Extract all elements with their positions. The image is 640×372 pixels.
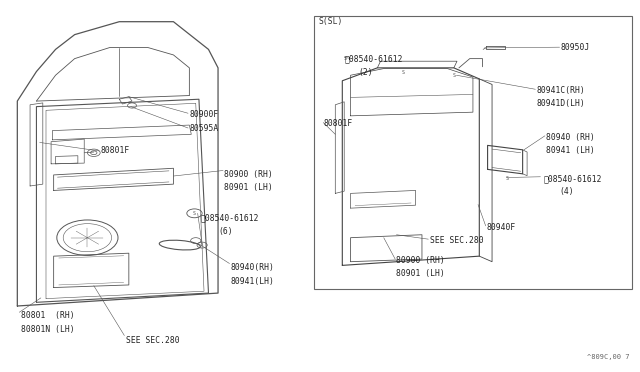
Text: S(SL): S(SL) <box>318 17 342 26</box>
Text: 80940(RH): 80940(RH) <box>231 263 275 272</box>
Text: Ⓢ08540-61612: Ⓢ08540-61612 <box>344 54 403 63</box>
Text: 80900 (RH): 80900 (RH) <box>396 256 445 265</box>
Text: S: S <box>401 70 404 75</box>
Text: 80901 (LH): 80901 (LH) <box>396 269 445 278</box>
Text: S: S <box>452 73 455 78</box>
Text: 80801F: 80801F <box>323 119 353 128</box>
Text: 80941(LH): 80941(LH) <box>231 277 275 286</box>
Text: S: S <box>201 243 204 247</box>
Text: S: S <box>344 56 346 61</box>
Text: 80900F: 80900F <box>189 109 219 119</box>
Text: (2): (2) <box>358 68 373 77</box>
Text: 80941C(RH): 80941C(RH) <box>537 86 586 94</box>
Text: SEE SEC.280: SEE SEC.280 <box>125 336 179 345</box>
Bar <box>314 16 632 289</box>
Text: S: S <box>505 176 508 181</box>
Text: 80901 (LH): 80901 (LH) <box>225 183 273 192</box>
Text: 80801  (RH): 80801 (RH) <box>20 311 74 320</box>
Text: 80801F: 80801F <box>100 147 129 155</box>
Text: Ⓢ08540-61612: Ⓢ08540-61612 <box>543 174 602 183</box>
Text: 80950J: 80950J <box>561 43 590 52</box>
Text: 80595A: 80595A <box>189 124 219 133</box>
Text: 80941 (LH): 80941 (LH) <box>546 146 595 155</box>
Text: ^809C,00 7: ^809C,00 7 <box>586 353 629 359</box>
Text: SEE SEC.280: SEE SEC.280 <box>429 236 483 245</box>
Text: (6): (6) <box>218 227 233 235</box>
Text: 80940F: 80940F <box>487 223 516 232</box>
Text: Ⓢ08540-61612: Ⓢ08540-61612 <box>201 213 259 222</box>
Text: 80940 (RH): 80940 (RH) <box>546 133 595 142</box>
Text: 80801N (LH): 80801N (LH) <box>20 325 74 334</box>
Text: S: S <box>193 211 196 216</box>
Text: 80941D(LH): 80941D(LH) <box>537 99 586 108</box>
Text: (4): (4) <box>559 187 574 196</box>
Text: 80900 (RH): 80900 (RH) <box>225 170 273 179</box>
